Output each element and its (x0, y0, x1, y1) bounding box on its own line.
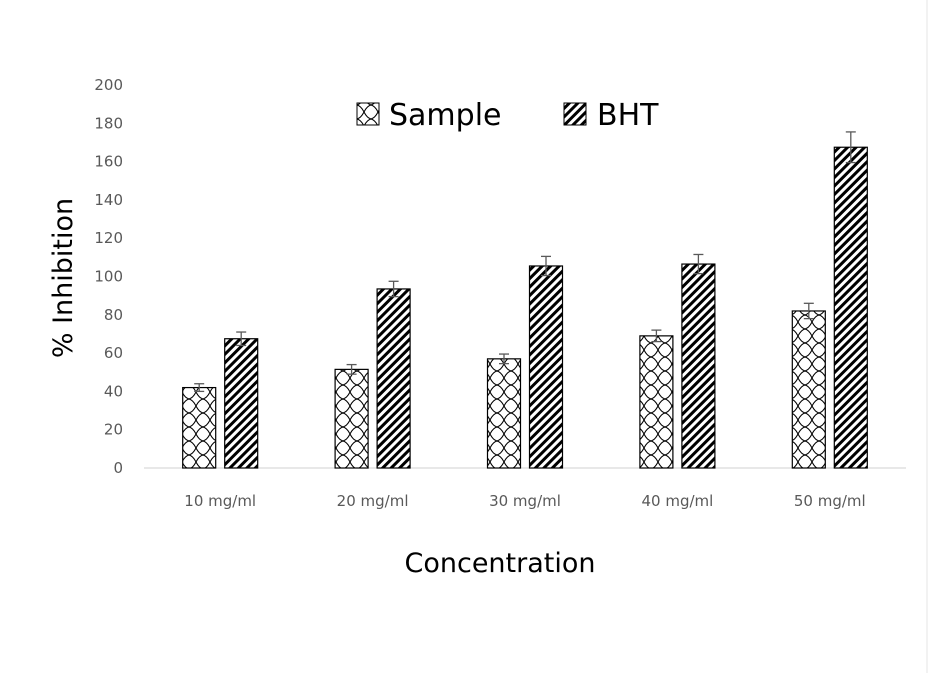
bar-sample-5 (791, 310, 826, 469)
error-bar-sample-5 (803, 302, 814, 320)
error-bar-sample-3 (499, 353, 509, 365)
bar-sample-2 (334, 368, 369, 469)
y-tick-label-0: 0 (113, 459, 123, 477)
error-bar-bht-1 (236, 331, 247, 347)
error-bar-bht-5 (845, 131, 856, 164)
bar-bht-1 (224, 338, 259, 469)
bar-bht-5 (833, 146, 868, 469)
legend-swatch-sample (356, 102, 380, 126)
error-bar-sample-4 (651, 329, 662, 343)
bar-sample-3 (486, 358, 522, 469)
error-bar-bht-2 (388, 280, 399, 298)
bar-sample-1 (182, 386, 217, 469)
x-tick-label-5: 50 mg/ml (794, 492, 866, 510)
y-tick-label-20: 20 (104, 421, 123, 439)
y-tick-label-40: 40 (104, 382, 123, 400)
x-axis-tick-labels: 10 mg/ml 20 mg/ml 30 mg/ml 40 mg/ml 50 mg/ml (184, 492, 865, 510)
error-bar-sample-1 (194, 383, 205, 393)
legend-label-bht: BHT (597, 98, 659, 133)
legend-label-sample: Sample (389, 98, 502, 133)
y-tick-label-180: 180 (94, 114, 123, 132)
legend-item-bht: BHT (563, 98, 659, 133)
x-axis-title: Concentration (404, 548, 595, 579)
bar-bht-4 (681, 263, 716, 469)
bars-group (182, 131, 868, 469)
x-tick-label-2: 20 mg/ml (337, 492, 409, 510)
error-bar-bht-3 (541, 255, 551, 277)
y-axis-tick-labels: 0 20 40 60 80 100 120 140 160 180 200 (94, 76, 123, 477)
legend-item-sample: Sample (356, 98, 502, 133)
error-bar-sample-2 (346, 363, 357, 375)
bar-bht-3 (528, 265, 564, 469)
bar-sample-4 (639, 335, 674, 469)
legend-swatch-bht (563, 102, 587, 126)
legend: Sample BHT (356, 98, 659, 133)
y-tick-label-80: 80 (104, 306, 123, 324)
y-tick-label-60: 60 (104, 344, 123, 362)
y-tick-label-200: 200 (94, 76, 123, 94)
y-tick-label-140: 140 (94, 191, 123, 209)
x-tick-label-4: 40 mg/ml (641, 492, 713, 510)
y-tick-label-160: 160 (94, 153, 123, 171)
error-bar-bht-4 (693, 253, 704, 275)
bar-bht-2 (376, 288, 411, 469)
x-tick-label-3: 30 mg/ml (489, 492, 561, 510)
y-axis-title: % Inhibition (48, 198, 79, 358)
y-tick-label-100: 100 (94, 268, 123, 286)
y-tick-label-120: 120 (94, 229, 123, 247)
x-tick-label-1: 10 mg/ml (184, 492, 256, 510)
